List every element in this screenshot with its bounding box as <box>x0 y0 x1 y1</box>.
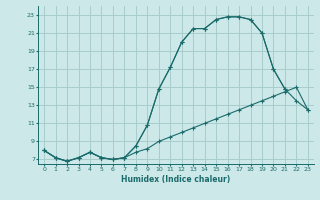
X-axis label: Humidex (Indice chaleur): Humidex (Indice chaleur) <box>121 175 231 184</box>
